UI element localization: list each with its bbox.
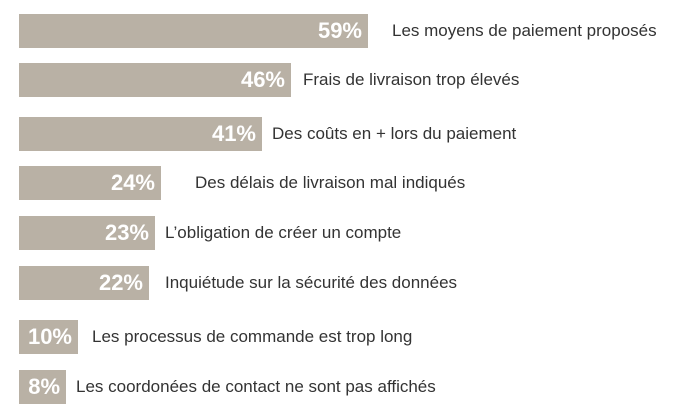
bar-value-label: 8% [28,374,60,399]
bar-value-label: 46% [240,67,285,92]
bar-value-label: 41% [211,121,256,146]
category-label: Les coordonées de contact ne sont pas af… [76,377,436,396]
category-label: Les moyens de paiement proposés [392,21,657,40]
bar-value-label: 23% [104,220,149,245]
bar-row: 24% Des délais de livraison mal indiqués [0,166,700,200]
bar-row: 8% Les coordonées de contact ne sont pas … [0,370,700,404]
bar-row: 41% Des coûts en + lors du paiement [0,117,700,151]
bar-row: 59% Les moyens de paiement proposés [0,14,700,48]
bar: 8% [19,370,66,404]
category-label: Des coûts en + lors du paiement [272,124,517,143]
bar-row: 46% Frais de livraison trop élevés [0,63,700,97]
bar-value-label: 22% [98,270,143,295]
bar: 59% [19,14,368,48]
category-label: Des délais de livraison mal indiqués [195,173,466,192]
bar: 41% [19,117,262,151]
category-label: Les processus de commande est trop long [92,327,413,346]
bar: 46% [19,63,291,97]
bar: 22% [19,266,149,300]
category-label: Frais de livraison trop élevés [303,70,520,89]
bar-row: 23% L’obligation de créer un compte [0,216,700,250]
category-label: L’obligation de créer un compte [165,223,402,242]
category-label: Inquiétude sur la sécurité des données [165,273,458,292]
bar-row: 22% Inquiétude sur la sécurité des donnée… [0,266,700,300]
bar-value-label: 24% [110,170,155,195]
bar: 10% [19,320,78,354]
bar-row: 10% Les processus de commande est trop lo… [0,320,700,354]
bar-value-label: 10% [27,324,72,349]
bar: 23% [19,216,155,250]
bar: 24% [19,166,161,200]
bar-value-label: 59% [317,18,362,43]
